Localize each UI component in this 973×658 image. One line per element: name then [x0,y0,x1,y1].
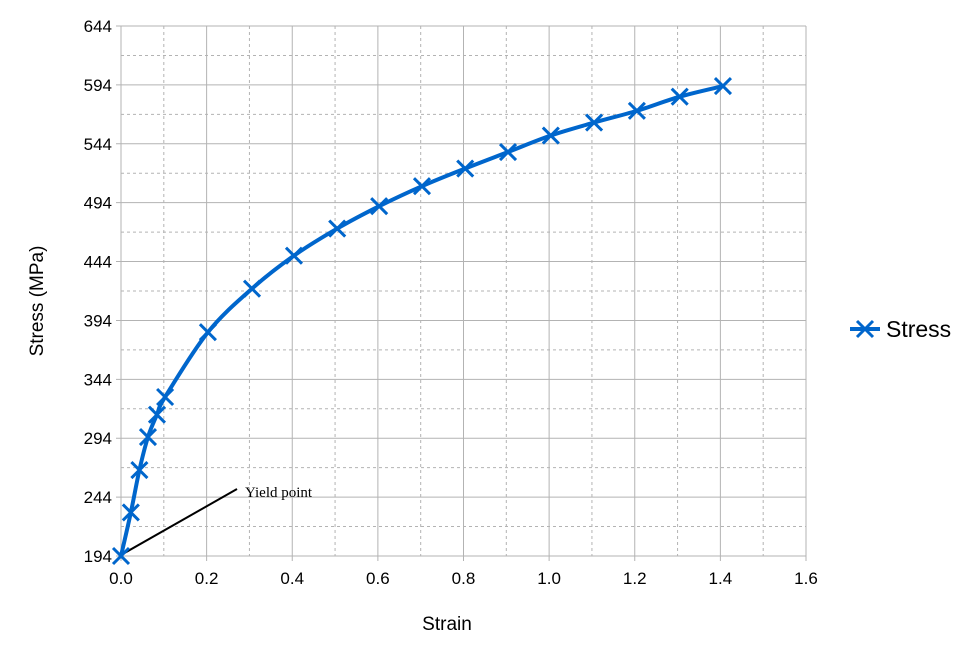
data-point-marker [585,113,604,132]
data-point-marker [670,87,689,106]
y-tick-label: 194 [84,547,112,566]
x-axis-ticks: 0.0 0.2 0.4 0.6 0.8 1.0 1.2 1.4 1.6 [109,569,818,588]
y-tick-label: 244 [84,488,112,507]
y-axis-label: Stress (MPa) [27,246,48,357]
x-tick-label: 0.0 [109,569,133,588]
y-tick-label: 544 [84,135,112,154]
series-line [119,84,724,557]
annotation-yield-point: Yield point [120,485,313,556]
data-point-marker [541,126,560,145]
data-point-marker [111,546,131,566]
annotation-text: Yield point [245,485,313,501]
x-tick-label: 1.4 [709,569,733,588]
data-point-marker [121,503,140,522]
x-tick-label: 0.4 [280,569,304,588]
data-point-marker [198,323,217,342]
data-point-marker [138,427,158,447]
data-point-marker [713,77,733,96]
y-tick-label: 594 [84,76,112,95]
x-tick-label: 1.2 [623,569,647,588]
grid [116,25,807,561]
y-tick-label: 294 [84,429,112,448]
data-point-marker [498,142,518,162]
x-axis-label: Strain [422,614,472,635]
y-tick-label: 644 [84,17,112,36]
data-point-marker [156,387,175,407]
x-tick-label: 1.6 [794,569,818,588]
data-point-marker [242,279,262,298]
x-tick-label: 0.6 [366,569,390,588]
series-stress [111,77,733,566]
legend: Stress [850,316,951,342]
annotation-leader-line [120,488,238,556]
y-tick-label: 444 [84,253,112,272]
data-point-marker [627,101,646,120]
legend-label: Stress [886,316,951,342]
data-point-marker [456,159,475,178]
x-tick-label: 1.0 [537,569,561,588]
y-tick-label: 494 [84,194,112,213]
y-axis-ticks: 194 244 294 344 394 444 494 544 594 644 [84,17,112,566]
data-point-marker [328,219,347,238]
data-point-marker [130,460,149,480]
y-tick-label: 344 [84,370,112,389]
x-tick-label: 0.2 [195,569,219,588]
data-point-marker [370,197,389,216]
data-point-marker [284,246,304,265]
x-tick-label: 0.8 [452,569,476,588]
data-point-marker [147,405,167,424]
data-point-marker [412,177,432,196]
legend-marker-x-icon [855,319,875,339]
y-tick-label: 394 [84,311,112,330]
